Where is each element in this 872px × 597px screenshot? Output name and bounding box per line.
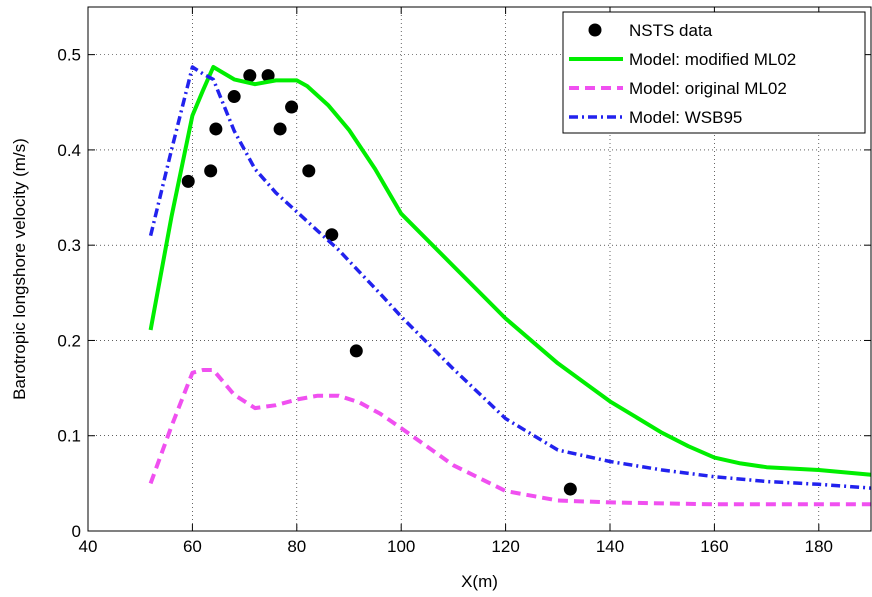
- plot-frame: [87, 6, 872, 532]
- series-line-1: [148, 65, 872, 477]
- axes: 40 60 80 100 120 140 160 180 0 0.1 0.2 0.3 0.4 0.5: [57, 6, 872, 556]
- series-line-3: [148, 65, 872, 490]
- grid: [88, 7, 871, 531]
- data-point: [204, 164, 218, 178]
- x-tick-label: 160: [700, 537, 728, 556]
- x-tick-label: 40: [79, 537, 98, 556]
- y-tick-label: 0.5: [57, 46, 81, 65]
- x-tick-label: 140: [596, 537, 624, 556]
- plot-series: [148, 65, 872, 507]
- legend-label-3: Model: WSB95: [629, 108, 742, 127]
- y-tick-label: 0.1: [57, 427, 81, 446]
- y-tick-label: 0.4: [57, 141, 81, 160]
- y-tick-label: 0.3: [57, 236, 81, 255]
- legend-label-0: NSTS data: [629, 21, 713, 40]
- x-tick-label: 80: [287, 537, 306, 556]
- data-point: [563, 482, 577, 496]
- data-point: [227, 90, 241, 104]
- data-point: [181, 174, 195, 188]
- series-line-2: [148, 368, 871, 507]
- legend-box: [562, 11, 866, 134]
- data-point: [261, 69, 275, 83]
- y-tick-label: 0: [72, 522, 81, 541]
- data-point: [209, 122, 223, 136]
- data-point: [349, 344, 363, 358]
- data-point: [302, 164, 316, 178]
- data-point: [285, 100, 299, 114]
- x-tick-label: 100: [387, 537, 415, 556]
- data-point: [325, 228, 339, 242]
- legend: NSTS data Model: modified ML02 Model: orig…: [562, 11, 866, 134]
- legend-label-1: Model: modified ML02: [629, 50, 796, 69]
- data-point: [273, 122, 287, 136]
- legend-label-2: Model: original ML02: [629, 79, 787, 98]
- y-tick-label: 0.2: [57, 331, 81, 350]
- x-tick-label: 120: [491, 537, 519, 556]
- legend-marker-0: [588, 23, 602, 37]
- x-axis-label: X(m): [461, 572, 498, 591]
- data-point: [243, 69, 257, 83]
- x-tick-label: 180: [805, 537, 833, 556]
- y-axis-label: Barotropic longshore velocity (m/s): [10, 138, 29, 400]
- x-tick-label: 60: [183, 537, 202, 556]
